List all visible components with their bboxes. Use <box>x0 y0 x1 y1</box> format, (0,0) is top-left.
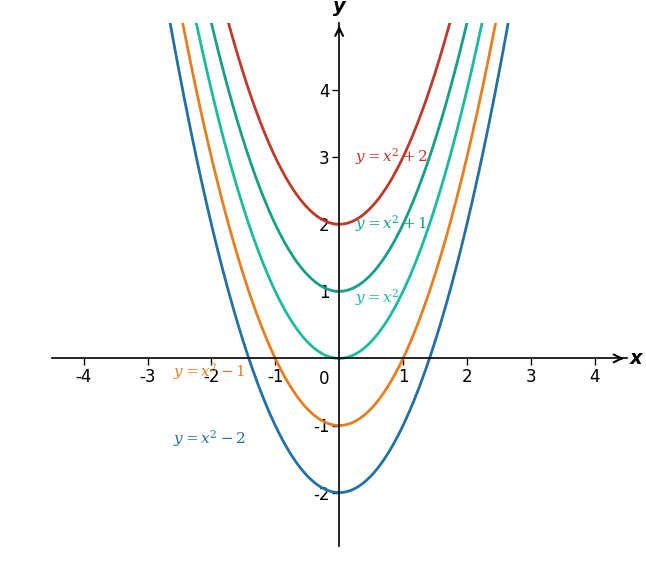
Text: y: y <box>333 0 346 16</box>
Text: $y = x^2 - 1$: $y = x^2 - 1$ <box>173 361 245 382</box>
Text: x: x <box>630 349 642 368</box>
Text: $y = x^2$: $y = x^2$ <box>355 287 400 308</box>
Text: $y = x^2 + 2$: $y = x^2 + 2$ <box>355 146 428 167</box>
Text: $y = x^2 + 1$: $y = x^2 + 1$ <box>355 213 428 234</box>
Text: 0: 0 <box>319 370 329 389</box>
Text: $y = x^2 - 2$: $y = x^2 - 2$ <box>173 428 246 449</box>
